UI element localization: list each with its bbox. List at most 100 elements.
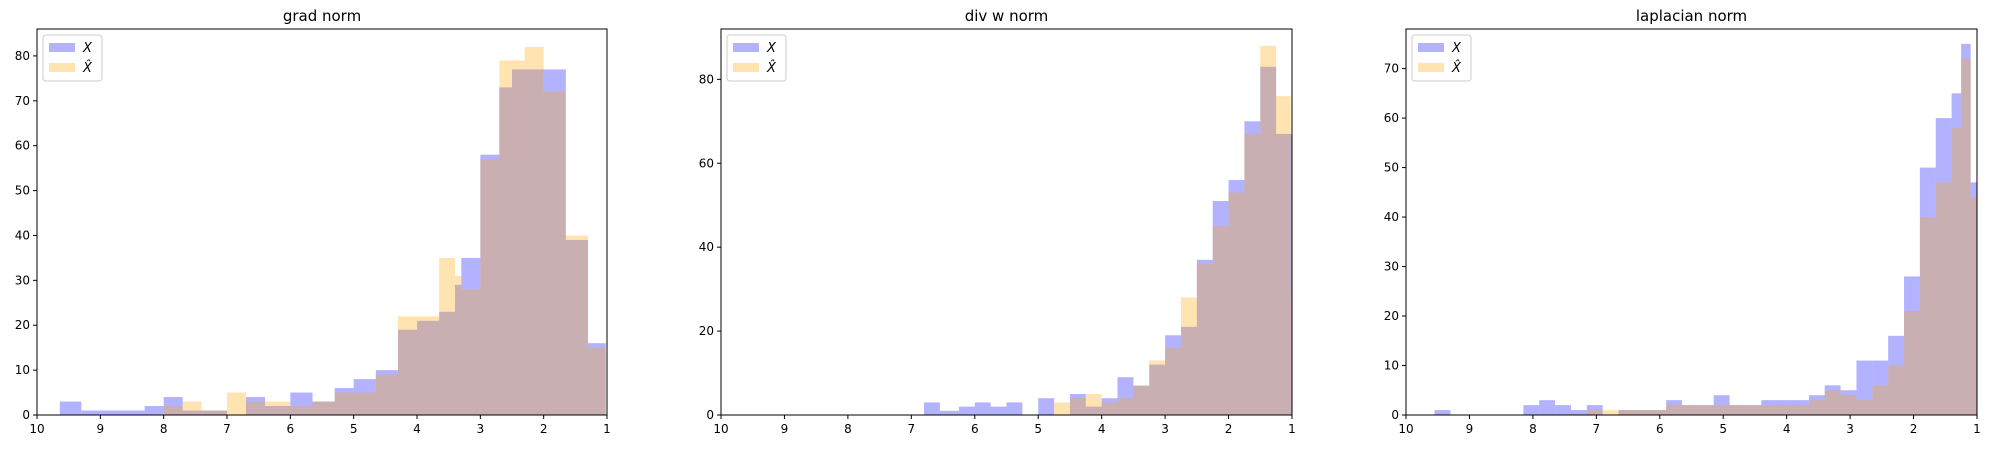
bar-x xyxy=(1539,400,1556,415)
bar-x xyxy=(1745,405,1762,415)
bar-xhat xyxy=(1888,365,1905,415)
y-tick-label: 20 xyxy=(1384,309,1399,323)
bar-xhat xyxy=(312,401,335,415)
x-tick-label: 3 xyxy=(1846,422,1854,436)
legend-label: X̂ xyxy=(82,61,93,76)
bar-xhat xyxy=(334,392,354,415)
bar-x xyxy=(1888,335,1905,415)
x-tick-label: 9 xyxy=(97,422,105,436)
bar-x xyxy=(1101,398,1118,415)
legend-swatch xyxy=(1418,43,1444,52)
legend-label: X̂ xyxy=(1451,61,1462,76)
bar-x xyxy=(1165,335,1181,415)
x-tick-label: 3 xyxy=(1161,422,1169,436)
bar-x xyxy=(512,69,544,415)
bar-x xyxy=(1904,276,1920,415)
bar-xhat xyxy=(1244,133,1261,415)
bar-x xyxy=(1196,259,1213,415)
bar-xhat xyxy=(1276,96,1291,415)
bar-xhat xyxy=(182,401,202,415)
y-tick-label: 10 xyxy=(15,363,30,377)
bar-x xyxy=(1970,182,1977,415)
bar-x xyxy=(144,406,164,415)
bar-xhat xyxy=(524,46,544,415)
bar-x xyxy=(334,388,354,415)
x-tick-label: 6 xyxy=(1656,422,1664,436)
x-tick-label: 9 xyxy=(781,422,789,436)
y-tick-label: 50 xyxy=(1384,161,1399,175)
bar-x xyxy=(1149,364,1166,415)
bar-xhat xyxy=(201,410,227,415)
bar-x xyxy=(974,402,991,415)
bar-xhat xyxy=(1761,405,1778,415)
legend: X X̂ xyxy=(42,34,103,82)
bar-x xyxy=(1650,410,1667,415)
bar-x xyxy=(480,154,500,415)
bar-x xyxy=(958,406,975,415)
bar-xhat xyxy=(543,91,566,415)
y-tick-label: 0 xyxy=(22,408,30,422)
y-tick-label: 80 xyxy=(15,49,30,63)
bar-xhat xyxy=(1872,385,1889,415)
bar-xhat xyxy=(1729,405,1746,415)
bar-x xyxy=(1729,405,1746,415)
bar-x xyxy=(939,410,959,415)
x-tick-label: 4 xyxy=(1098,422,1106,436)
x-tick-label: 8 xyxy=(844,422,852,436)
bar-xhat xyxy=(565,235,588,415)
x-tick-label: 7 xyxy=(223,422,231,436)
x-tick-label: 4 xyxy=(1783,422,1791,436)
x-tick-label: 1 xyxy=(1973,422,1981,436)
x-tick-label: 10 xyxy=(1398,422,1413,436)
bar-xhat xyxy=(290,406,313,415)
bar-xhat xyxy=(1196,263,1213,415)
axes-frame xyxy=(36,28,608,416)
bar-x xyxy=(1951,93,1962,415)
x-tick-label: 1 xyxy=(1288,422,1296,436)
bar-xhat xyxy=(1650,410,1667,415)
bar-xhat xyxy=(1935,182,1952,415)
bar-xhat xyxy=(1856,400,1873,415)
bar-xhat xyxy=(1970,197,1977,415)
axes-frame xyxy=(1405,28,1978,416)
legend-label: X xyxy=(1451,41,1462,56)
bar-xhat xyxy=(1634,410,1651,415)
bar-x xyxy=(1570,410,1587,415)
bar-x xyxy=(1793,400,1809,415)
y-tick-label: 40 xyxy=(1384,210,1399,224)
x-tick-label: 2 xyxy=(1910,422,1918,436)
bar-x xyxy=(1697,405,1714,415)
legend: X X̂ xyxy=(1411,34,1472,82)
bar-x xyxy=(1761,400,1778,415)
x-tick-label: 6 xyxy=(287,422,295,436)
y-tick-label: 80 xyxy=(699,72,714,86)
bar-x xyxy=(455,284,462,415)
bar-xhat xyxy=(1904,311,1920,415)
bar-xhat xyxy=(1069,398,1086,415)
x-tick-label: 5 xyxy=(1034,422,1042,436)
y-tick-label: 40 xyxy=(699,240,714,254)
bar-xhat xyxy=(1681,405,1698,415)
bar-x xyxy=(1085,406,1102,415)
bar-x xyxy=(990,406,1007,415)
y-tick-label: 60 xyxy=(1384,111,1399,125)
bar-xhat xyxy=(499,60,512,415)
bar-xhat xyxy=(1919,217,1936,415)
bar-x xyxy=(1212,201,1229,415)
x-tick-label: 8 xyxy=(160,422,168,436)
bar-xhat xyxy=(1101,402,1118,415)
bar-x xyxy=(565,239,588,415)
bar-xhat xyxy=(1212,226,1229,415)
bar-xhat xyxy=(1697,405,1714,415)
bar-xhat xyxy=(227,392,246,415)
bar-x xyxy=(1935,118,1952,415)
bar-x xyxy=(417,320,440,415)
bar-x xyxy=(1038,398,1055,415)
legend-swatch xyxy=(733,63,759,72)
bar-x xyxy=(246,397,265,415)
y-tick-label: 60 xyxy=(699,156,714,170)
legend-box xyxy=(726,34,787,82)
bar-xhat xyxy=(398,316,417,415)
series-bars xyxy=(1054,45,1292,415)
